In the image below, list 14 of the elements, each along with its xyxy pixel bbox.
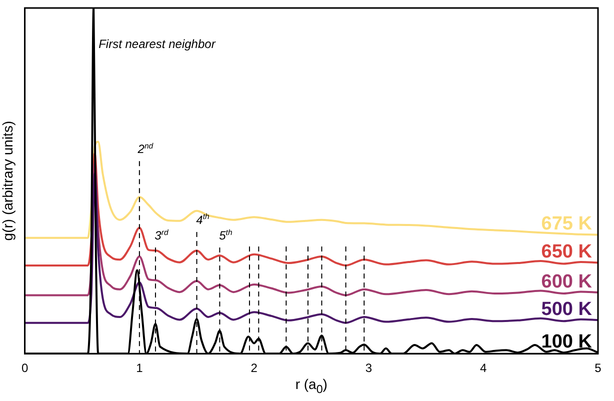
series-label: 600 K — [541, 271, 592, 292]
x-tick-label: 3 — [365, 361, 372, 376]
x-tick-label: 2 — [250, 361, 258, 376]
x-tick-label: 5 — [594, 361, 602, 376]
y-axis-title: g(r) (arbitrary units) — [0, 120, 16, 241]
x-axis-title: r (a$_{0}$) — [295, 375, 328, 398]
series-label: 650 K — [541, 242, 592, 263]
x-tick-label: 4 — [480, 361, 488, 376]
series-label: 500 K — [541, 299, 592, 320]
x-tick-label: 1 — [136, 361, 144, 376]
annotation: First nearest neighbor — [98, 37, 216, 51]
series-label: 100 K — [541, 332, 592, 353]
series-label: 675 K — [541, 214, 592, 235]
x-tick-label: 0 — [21, 361, 28, 376]
